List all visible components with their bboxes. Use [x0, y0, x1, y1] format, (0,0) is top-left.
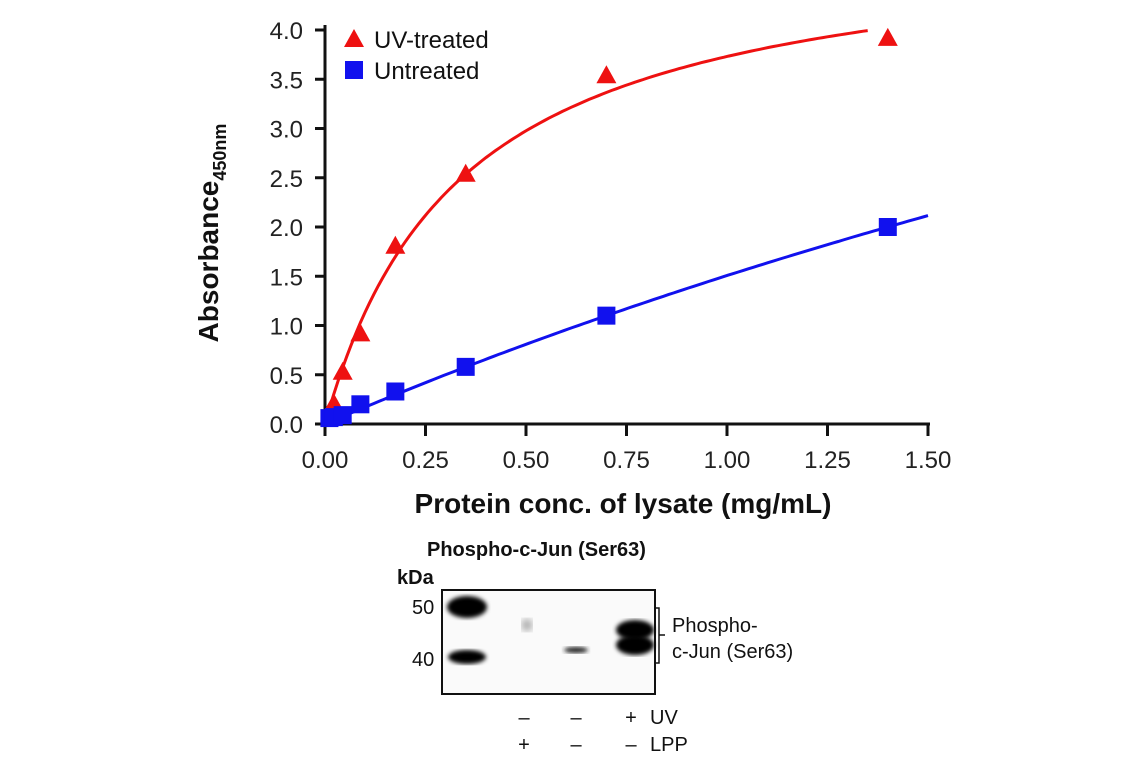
- legend-label-untreated: Untreated: [374, 58, 479, 85]
- blot-title: Phospho-c-Jun (Ser63): [427, 539, 646, 561]
- x-tick-label: 0.25: [402, 447, 449, 474]
- legend: UV-treated Untreated: [344, 27, 489, 85]
- lpp-lane1: +: [518, 734, 530, 756]
- uv-lane1: –: [518, 707, 530, 729]
- axes: 0.00 0.25 0.50 0.75 1.00 1.25 1.50 0.0 0.5 1.0 1.5…: [270, 18, 952, 474]
- data-point-uv-treated: [385, 235, 406, 254]
- band-marker-40: [448, 650, 486, 664]
- band-bracket: [654, 607, 665, 664]
- uv-lane2: –: [570, 707, 582, 729]
- x-tick-label: 1.50: [905, 447, 952, 474]
- fit-lines: [327, 29, 929, 424]
- lpp-lane2: –: [570, 734, 582, 756]
- data-point-untreated: [456, 357, 475, 376]
- band-lane3-lower: [616, 635, 654, 655]
- band-lane3-upper: [616, 620, 654, 640]
- lpp-lane3: –: [625, 734, 637, 756]
- band-lane1-faint: [522, 619, 532, 631]
- uv-lane3: +: [625, 707, 637, 729]
- x-axis-label: Protein conc. of lysate (mg/mL): [415, 488, 832, 519]
- x-tick-label: 0.75: [603, 447, 650, 474]
- data-point-untreated: [878, 218, 897, 236]
- data-point-untreated: [351, 395, 370, 414]
- x-tick-label: 1.25: [804, 447, 851, 474]
- band-label-line1: Phospho-: [672, 615, 758, 637]
- y-tick-label: 2.5: [270, 166, 303, 193]
- x-tick-label: 0.50: [503, 447, 550, 474]
- fit-line-uv-treated: [327, 29, 868, 411]
- band-lane2: [564, 647, 588, 653]
- western-blot: Phospho-c-Jun (Ser63) kDa 50 40 Phospho-…: [397, 539, 793, 756]
- band-marker-50: [447, 596, 487, 618]
- legend-marker-untreated: [345, 61, 363, 79]
- y-tick-label: 0.5: [270, 363, 303, 390]
- data-point-untreated: [333, 406, 352, 425]
- data-point-uv-treated: [332, 361, 353, 380]
- y-tick-label: 3.5: [270, 67, 303, 94]
- kda-label: kDa: [397, 567, 435, 589]
- data-point-uv-treated: [350, 323, 371, 342]
- y-tick-label: 1.0: [270, 314, 303, 341]
- fit-line-untreated: [328, 214, 929, 424]
- y-tick-label: 2.0: [270, 215, 303, 242]
- band-label-line2: c-Jun (Ser63): [672, 641, 793, 663]
- legend-label-uv-treated: UV-treated: [374, 27, 489, 54]
- svg-text:Absorbance450nm: Absorbance450nm: [193, 124, 230, 343]
- y-tick-label: 4.0: [270, 18, 303, 45]
- lpp-row-label: LPP: [650, 734, 688, 756]
- marker-50: 50: [412, 597, 434, 619]
- data-points: [320, 27, 898, 428]
- data-point-uv-treated: [877, 27, 898, 46]
- data-point-uv-treated: [596, 65, 617, 84]
- y-tick-label: 0.0: [270, 412, 303, 439]
- data-point-untreated: [386, 382, 405, 401]
- uv-row-label: UV: [650, 707, 678, 729]
- y-tick-label: 3.0: [270, 117, 303, 144]
- data-point-uv-treated: [455, 163, 476, 182]
- y-tick-label: 1.5: [270, 264, 303, 291]
- marker-40: 40: [412, 649, 434, 671]
- legend-marker-uv-treated: [344, 29, 364, 47]
- x-tick-label: 0.00: [302, 447, 349, 474]
- data-point-untreated: [597, 306, 616, 325]
- x-tick-label: 1.00: [704, 447, 751, 474]
- y-axis-label: Absorbance450nm: [193, 124, 230, 343]
